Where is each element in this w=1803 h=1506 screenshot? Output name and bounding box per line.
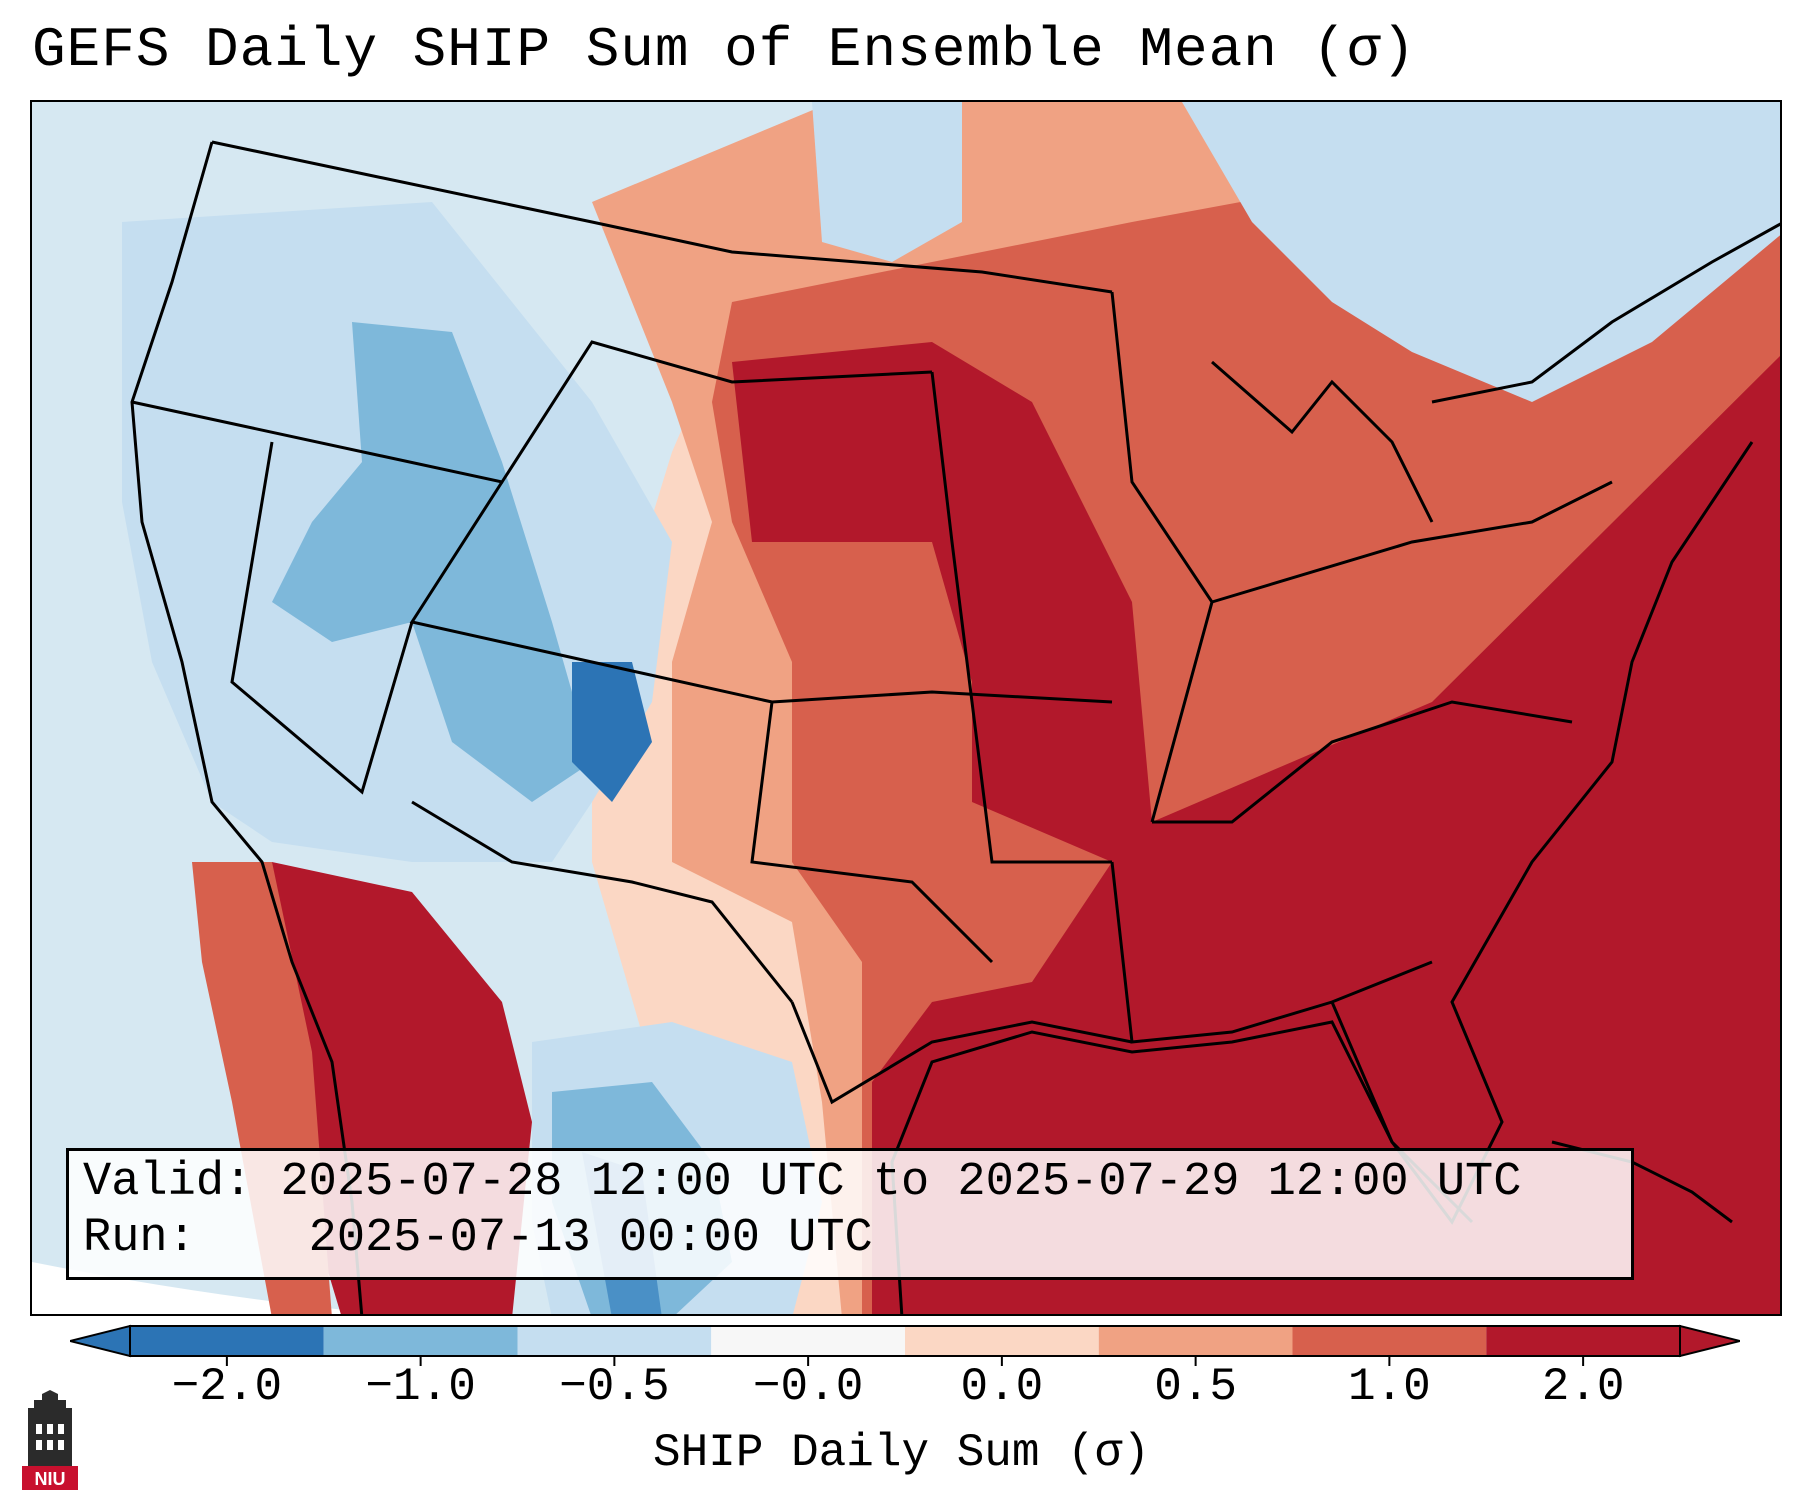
colorbar-segment xyxy=(711,1326,905,1356)
colorbar-tick-label: 0.5 xyxy=(1154,1361,1238,1413)
colorbar-segment xyxy=(130,1326,324,1356)
valid-run-info-box: Valid: 2025-07-28 12:00 UTC to 2025-07-2… xyxy=(66,1148,1634,1280)
map-panel xyxy=(30,100,1782,1316)
anomaly-region-canada-cool xyxy=(1182,102,1780,402)
colorbar xyxy=(70,1324,1740,1366)
colorbar-segment xyxy=(1292,1326,1487,1356)
colorbar-segment xyxy=(323,1326,518,1356)
colorbar-tick-label: −0.5 xyxy=(559,1361,670,1413)
colorbar-tick-label: −0.0 xyxy=(752,1361,864,1413)
anomaly-map xyxy=(32,102,1780,1314)
anomaly-region-extreme-warm xyxy=(732,342,1780,1314)
colorbar-segment xyxy=(1098,1326,1293,1356)
run-value: 2025-07-13 00:00 UTC xyxy=(308,1212,873,1265)
run-label: Run: xyxy=(83,1212,196,1265)
niu-logo-icon: NIU xyxy=(22,1390,78,1490)
colorbar-tick-label: −2.0 xyxy=(171,1361,283,1413)
map-title: GEFS Daily SHIP Sum of Ensemble Mean (σ) xyxy=(32,18,1417,82)
map-edge-bottom-left xyxy=(32,1262,384,1314)
valid-label: Valid: xyxy=(83,1156,253,1209)
logo-text: NIU xyxy=(35,1469,66,1489)
anomaly-region-prairies-cool xyxy=(812,102,962,262)
colorbar-segment xyxy=(905,1326,1099,1356)
colorbar-segment xyxy=(1486,1326,1680,1356)
state-boundaries xyxy=(131,140,1780,1224)
anomaly-region-cool xyxy=(272,322,592,802)
colorbar-segment xyxy=(517,1326,712,1356)
colorbar-label: SHIP Daily Sum (σ) xyxy=(653,1427,1150,1479)
colorbar-tick-label: −1.0 xyxy=(365,1361,476,1413)
anomaly-region-colorado-cold xyxy=(572,662,652,802)
colorbar-extend-high xyxy=(1679,1324,1740,1358)
colorbar-tick-label: 2.0 xyxy=(1541,1361,1625,1413)
colorbar-extend-low xyxy=(70,1324,131,1358)
colorbar-tick-label: 0.0 xyxy=(960,1361,1044,1413)
colorbar-frame xyxy=(129,1325,1681,1357)
valid-value: 2025-07-28 12:00 UTC to 2025-07-29 12:00… xyxy=(280,1156,1522,1209)
colorbar-tick-label: 1.0 xyxy=(1347,1361,1431,1413)
